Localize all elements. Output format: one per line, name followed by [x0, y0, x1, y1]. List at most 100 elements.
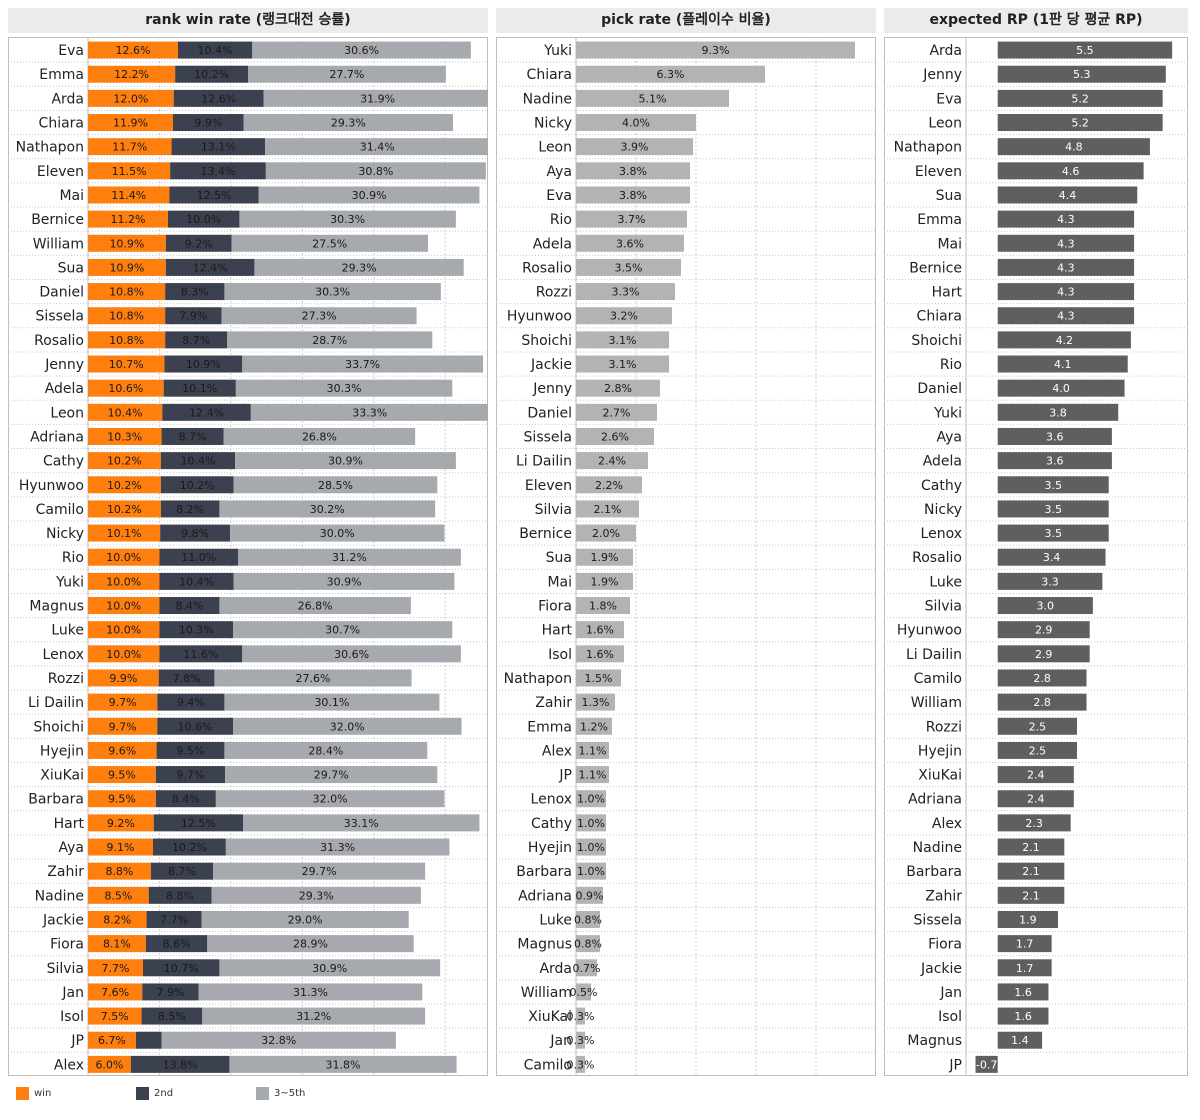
- data-label-2nd-lenox: 11.6%: [183, 648, 218, 661]
- data-label-jackie: 1.7: [1016, 962, 1033, 975]
- expected-rp-plot-frame: [884, 37, 1188, 1076]
- bar-chiara: [576, 65, 765, 83]
- data-label-william: 0.5%: [570, 986, 598, 999]
- data-label-nathapon: 4.8: [1065, 141, 1083, 154]
- bar-camilo: [576, 1055, 585, 1073]
- category-label-magnus: Magnus: [907, 1033, 962, 1049]
- data-label-win-william: 10.9%: [109, 237, 144, 250]
- data-label-2nd-leon: 12.4%: [189, 406, 224, 419]
- category-label-hart: Hart: [54, 816, 85, 832]
- bar-nathapon: [576, 669, 621, 687]
- bar-sissela: [997, 910, 1058, 928]
- data-label-adela: 3.6%: [616, 237, 644, 250]
- data-label-win-adela: 10.6%: [108, 382, 143, 395]
- bar-3-5th-rio: [238, 548, 461, 566]
- category-label-nathapon: Nathapon: [894, 140, 962, 156]
- bar-3-5th-nathapon: [265, 138, 488, 156]
- data-label-win-jenny: 10.7%: [109, 358, 144, 371]
- bar-win-hyejin: [88, 741, 157, 759]
- data-label-3-5th-hart: 33.1%: [344, 817, 379, 830]
- bar-3-5th-hyejin: [224, 741, 428, 759]
- bar-arda: [997, 41, 1173, 59]
- bar-win-sissela: [88, 307, 166, 325]
- category-label-adriana: Adriana: [908, 792, 962, 808]
- category-label-bernice: Bernice: [31, 212, 84, 228]
- category-label-jan: Jan: [61, 985, 84, 1001]
- bar-2nd-arda: [173, 89, 264, 107]
- bar-isol: [997, 1007, 1049, 1025]
- bar-aya: [997, 427, 1112, 445]
- bar-2nd-emma: [175, 65, 248, 83]
- data-label-hyunwoo: 3.2%: [610, 310, 638, 323]
- bar-win-nicky: [88, 524, 161, 542]
- bar-lenox: [576, 790, 606, 808]
- bar-3-5th-magnus: [219, 597, 411, 615]
- data-label-win-aya: 9.1%: [107, 841, 135, 854]
- category-label-adriana: Adriana: [518, 888, 572, 904]
- bar-yuki: [997, 403, 1119, 421]
- data-label-3-5th-li-dailin: 30.1%: [314, 696, 349, 709]
- win-rate-title: rank win rate (랭크대전 승률): [8, 8, 488, 33]
- data-label-win-magnus: 10.0%: [106, 600, 141, 613]
- bar-3-5th-william: [231, 234, 428, 252]
- category-label-magnus: Magnus: [517, 937, 572, 953]
- bar-2nd-aya: [153, 838, 226, 856]
- category-label-adela: Adela: [45, 381, 84, 397]
- data-label-2nd-sua: 12.4%: [193, 261, 228, 274]
- data-label-hyejin: 2.5: [1029, 744, 1047, 757]
- bar-nicky: [576, 114, 696, 132]
- data-label-zahir: 1.3%: [582, 696, 610, 709]
- bar-3-5th-yuki: [233, 572, 455, 590]
- category-label-mai: Mai: [547, 574, 572, 590]
- data-label-win-barbara: 9.5%: [108, 793, 136, 806]
- category-label-barbara: Barbara: [906, 864, 962, 880]
- data-label-win-nathapon: 11.7%: [112, 141, 147, 154]
- data-label-bernice: 2.0%: [592, 527, 620, 540]
- bar-hart: [576, 621, 624, 639]
- data-label-isol: 1.6: [1014, 1010, 1032, 1023]
- category-label-silvia: Silvia: [47, 961, 84, 977]
- bar-jp: [576, 766, 609, 784]
- bar-jenny: [997, 65, 1166, 83]
- category-label-sissela: Sissela: [524, 429, 572, 445]
- bar-win-camilo: [88, 500, 161, 518]
- bar-cathy: [576, 814, 606, 832]
- data-label-lenox: 3.5: [1044, 527, 1062, 540]
- category-label-rio: Rio: [62, 550, 84, 566]
- data-label-2nd-eleven: 13.4%: [201, 165, 236, 178]
- bar-win-william: [88, 234, 166, 252]
- category-label-shoichi: Shoichi: [33, 719, 84, 735]
- data-label-3-5th-zahir: 29.7%: [302, 865, 337, 878]
- data-label-chiara: 4.3: [1057, 310, 1075, 323]
- category-label-aya: Aya: [937, 429, 963, 445]
- data-label-win-shoichi: 9.7%: [109, 720, 137, 733]
- bar-xiukai: [997, 766, 1074, 784]
- data-label-2nd-xiukai: 9.7%: [177, 769, 205, 782]
- data-label-jp: 1.1%: [579, 769, 607, 782]
- category-label-shoichi: Shoichi: [911, 333, 962, 349]
- data-label-win-rosalio: 10.8%: [109, 334, 144, 347]
- data-label-arda: 5.5: [1076, 44, 1094, 57]
- data-label-2nd-shoichi: 10.6%: [178, 720, 213, 733]
- category-label-nicky: Nicky: [924, 502, 962, 518]
- data-label-3-5th-rio: 31.2%: [332, 551, 367, 564]
- data-label-3-5th-emma: 27.7%: [329, 68, 364, 81]
- bar-3-5th-bernice: [239, 210, 456, 228]
- bar-bernice: [576, 524, 636, 542]
- data-label-alex: 1.1%: [579, 744, 607, 757]
- data-label-mai: 4.3: [1057, 237, 1075, 250]
- category-label-jenny: Jenny: [532, 381, 572, 397]
- data-label-sissela: 1.9: [1019, 913, 1037, 926]
- data-label-win-rozzi: 9.9%: [109, 672, 137, 685]
- bar-3-5th-adriana: [223, 427, 416, 445]
- data-label-2nd-arda: 12.6%: [201, 92, 236, 105]
- category-label-jenny: Jenny: [922, 67, 962, 83]
- data-label-silvia: 2.1%: [594, 503, 622, 516]
- expected-rp-chart: Arda 5.5 Jenny 5.3 Eva 5.2 Leon 5.2 Nathapon 4.8 E…: [884, 37, 1188, 1076]
- bar-win-zahir: [88, 862, 151, 880]
- data-label-xiukai: 2.4: [1027, 769, 1045, 782]
- data-label-jp: -0.7: [976, 1058, 997, 1071]
- bar-2nd-alex: [130, 1055, 230, 1073]
- bar-win-luke: [88, 621, 160, 639]
- category-label-lenox: Lenox: [531, 792, 572, 808]
